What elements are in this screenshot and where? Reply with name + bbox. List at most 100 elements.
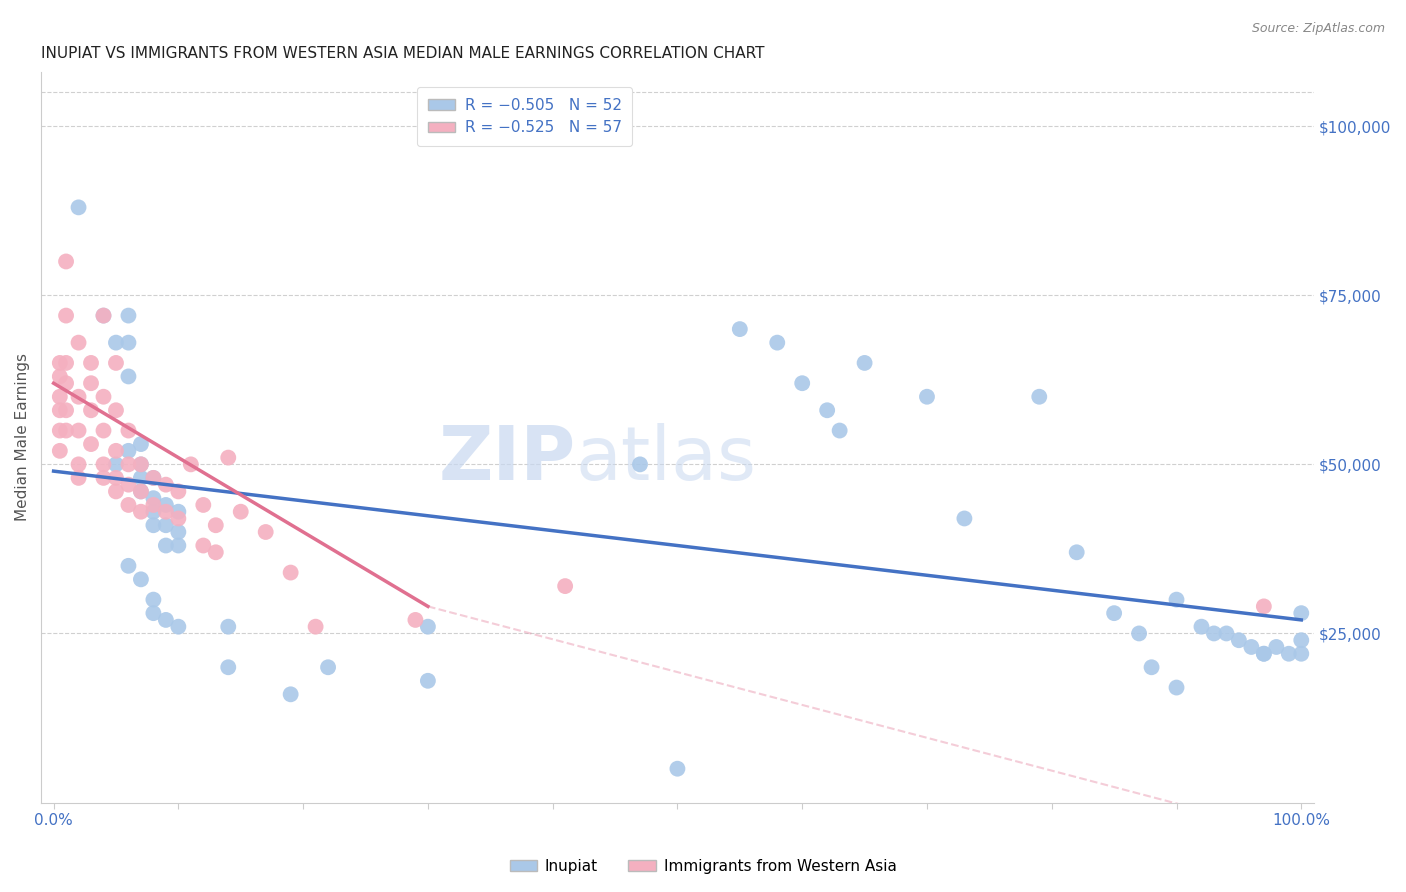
Legend: R = −0.505   N = 52, R = −0.525   N = 57: R = −0.505 N = 52, R = −0.525 N = 57 [418,87,633,146]
Point [67,335,90,350]
Point [117,369,139,384]
Point [93,309,115,323]
Point [142,498,165,512]
Point [49,443,72,458]
Text: INUPIAT VS IMMIGRANTS FROM WESTERN ASIA MEDIAN MALE EARNINGS CORRELATION CHART: INUPIAT VS IMMIGRANTS FROM WESTERN ASIA … [41,46,765,62]
Point [1028,390,1050,404]
Point [728,322,751,336]
Point [142,592,165,607]
Point [1291,606,1313,620]
Point [55,254,77,268]
Point [117,424,139,438]
Point [142,505,165,519]
Point [254,524,277,539]
Point [55,376,77,391]
Point [129,484,152,499]
Point [49,390,72,404]
Point [1066,545,1088,559]
Y-axis label: Median Male Earnings: Median Male Earnings [15,353,30,521]
Point [853,356,876,370]
Point [49,369,72,384]
Point [1215,626,1237,640]
Point [280,566,302,580]
Point [1166,592,1188,607]
Point [1253,647,1275,661]
Point [93,309,115,323]
Point [67,471,90,485]
Point [117,477,139,491]
Point [117,498,139,512]
Point [55,424,77,438]
Point [67,390,90,404]
Point [129,484,152,499]
Point [55,309,77,323]
Point [93,471,115,485]
Point [142,471,165,485]
Point [167,539,190,553]
Point [666,762,689,776]
Point [129,458,152,472]
Point [167,620,190,634]
Point [167,511,190,525]
Point [155,498,177,512]
Point [1265,640,1288,654]
Point [93,424,115,438]
Point [915,390,938,404]
Point [204,518,226,533]
Point [104,356,127,370]
Point [104,484,127,499]
Point [628,458,651,472]
Point [117,443,139,458]
Point [766,335,789,350]
Point [142,518,165,533]
Point [1102,606,1125,620]
Point [80,376,103,391]
Point [1140,660,1163,674]
Point [416,673,439,688]
Point [49,356,72,370]
Point [1191,620,1213,634]
Point [404,613,426,627]
Point [155,539,177,553]
Point [1166,681,1188,695]
Point [217,450,239,465]
Point [155,613,177,627]
Point [815,403,838,417]
Point [828,424,851,438]
Point [80,437,103,451]
Point [1240,640,1263,654]
Point [217,620,239,634]
Point [155,505,177,519]
Point [1202,626,1225,640]
Point [129,572,152,586]
Point [117,335,139,350]
Point [1291,633,1313,648]
Point [229,505,252,519]
Point [129,458,152,472]
Text: Source: ZipAtlas.com: Source: ZipAtlas.com [1251,22,1385,36]
Point [193,539,215,553]
Point [1128,626,1150,640]
Point [117,309,139,323]
Point [1291,647,1313,661]
Point [554,579,576,593]
Point [204,545,226,559]
Point [316,660,339,674]
Point [104,443,127,458]
Point [104,471,127,485]
Point [1253,647,1275,661]
Point [49,424,72,438]
Point [155,477,177,491]
Point [104,335,127,350]
Point [193,498,215,512]
Point [953,511,976,525]
Point [1253,599,1275,614]
Point [1227,633,1250,648]
Text: atlas: atlas [575,423,756,496]
Point [104,458,127,472]
Point [1278,647,1301,661]
Point [304,620,326,634]
Point [80,356,103,370]
Point [167,484,190,499]
Point [217,660,239,674]
